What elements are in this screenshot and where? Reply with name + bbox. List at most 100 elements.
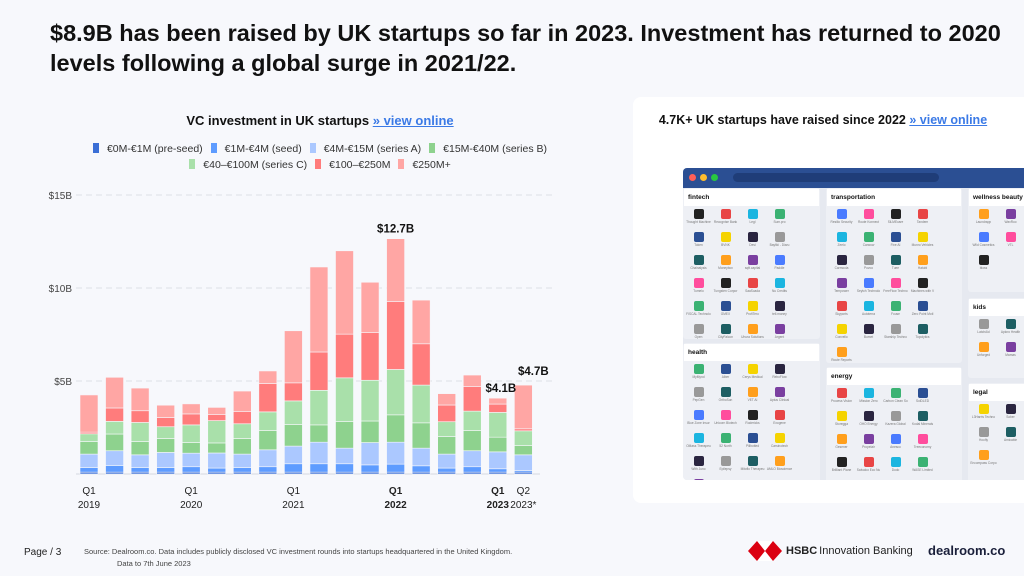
company-tile[interactable]: Rodericks <box>739 410 766 433</box>
company-tile[interactable]: VTL <box>997 232 1024 255</box>
company-tile[interactable]: Blue Zone Insur <box>685 410 712 433</box>
company-tile[interactable]: Chainalysis <box>685 255 712 278</box>
company-tile[interactable]: Process Vision <box>828 388 855 411</box>
company-tile[interactable]: FISCAL Technolo <box>685 301 712 324</box>
company-tile[interactable]: Tuee <box>882 255 909 278</box>
company-tile[interactable]: Epsentox <box>685 479 712 480</box>
company-tile[interactable]: Aptus Clinical <box>766 387 793 410</box>
company-tile[interactable]: ReboFlow <box>766 364 793 387</box>
company-tile[interactable]: Tempower <box>828 278 855 301</box>
company-tile[interactable]: Tandem <box>909 209 936 232</box>
company-tile[interactable]: Storegga <box>828 411 855 434</box>
company-tile[interactable]: bloss <box>970 255 997 278</box>
company-tile[interactable]: Tumelo <box>685 278 712 301</box>
company-tile[interactable]: Resilio Security <box>828 209 855 232</box>
company-tile[interactable]: Laundrapp <box>970 209 997 232</box>
company-tile[interactable]: With Juno <box>685 456 712 479</box>
company-tile[interactable]: Desi <box>739 232 766 255</box>
company-tile[interactable]: tell.money <box>766 301 793 324</box>
company-tile[interactable]: Encompass Corpo <box>970 450 997 473</box>
company-tile[interactable]: Exogene <box>766 410 793 433</box>
company-tile[interactable]: Paddle <box>766 255 793 278</box>
company-tile[interactable]: LatchAid <box>970 319 997 342</box>
company-tile[interactable]: Brilliant Plane <box>828 457 855 480</box>
company-tile[interactable]: Hoofly <box>970 427 997 450</box>
company-tile[interactable]: Route Reports <box>828 347 855 363</box>
company-tile[interactable]: Carsinotech <box>766 433 793 456</box>
company-tile[interactable]: Open <box>685 324 712 339</box>
company-tile[interactable]: CityFalcon <box>712 324 739 339</box>
company-tile[interactable]: Legl <box>739 209 766 232</box>
company-tile[interactable]: Argent <box>766 324 793 339</box>
company-tile[interactable]: WASE Limited <box>909 457 936 480</box>
company-tile[interactable]: VET AI <box>739 387 766 410</box>
company-tile[interactable]: Propelair <box>855 434 882 457</box>
company-tile[interactable]: Kodal Minerals <box>909 411 936 434</box>
startups-view-online-link[interactable]: » view online <box>909 113 988 127</box>
company-tile[interactable]: Treeconomy <box>909 434 936 457</box>
company-tile[interactable]: Autoterra <box>855 301 882 324</box>
company-tile[interactable]: L3Harris Techno <box>970 404 997 427</box>
company-tile[interactable]: GMEX <box>712 301 739 324</box>
company-tile[interactable]: Dodo <box>882 457 909 480</box>
company-tile[interactable]: Route Konnect <box>855 209 882 232</box>
company-tile[interactable]: ProfiTero <box>739 301 766 324</box>
company-tile[interactable]: sqft.capital <box>739 255 766 278</box>
company-tile[interactable]: Skyports <box>828 301 855 324</box>
company-tile[interactable]: Hatubi <box>909 255 936 278</box>
view-online-link[interactable]: » view online <box>372 113 454 128</box>
company-tile[interactable]: Carwow <box>855 232 882 255</box>
company-tile[interactable]: BVNK <box>712 232 739 255</box>
company-tile[interactable]: Thought Machine <box>685 209 712 232</box>
company-tile[interactable]: Nu Credits <box>766 278 793 301</box>
company-tile[interactable]: Amicable <box>997 427 1024 450</box>
company-tile[interactable]: Bumet <box>855 324 882 347</box>
company-tile[interactable]: Recognise Bank <box>712 209 739 232</box>
company-tile[interactable]: Kazera Global <box>882 411 909 434</box>
company-tile[interactable]: Anesco <box>882 434 909 457</box>
company-tile[interactable]: WaxRoo <box>997 209 1024 232</box>
company-tile[interactable]: FreeFlow Techno <box>882 278 909 301</box>
company-tile[interactable]: Fouse <box>882 301 909 324</box>
company-tile[interactable]: Moneybox <box>712 255 739 278</box>
company-tile[interactable]: Salvalco Eco Nu <box>855 457 882 480</box>
company-tile[interactable]: Carmoola <box>828 255 855 278</box>
company-tile[interactable]: Pillbotted <box>739 433 766 456</box>
company-tile[interactable]: Seytch Technolo <box>855 278 882 301</box>
company-tile[interactable]: Gesener <box>828 434 855 457</box>
company-tile[interactable]: Epilepsy <box>712 456 739 479</box>
company-tile[interactable]: Zero Point Motl <box>909 301 936 324</box>
company-tile[interactable]: Cerys Medical <box>739 364 766 387</box>
company-tile[interactable]: Wild Cosmetics <box>970 232 997 255</box>
company-tile[interactable]: Topolytics <box>909 324 936 347</box>
company-tile[interactable]: Povoo <box>855 255 882 278</box>
company-tile[interactable]: Sober <box>997 404 1024 427</box>
company-tile[interactable]: 52 North <box>712 433 739 456</box>
company-tile[interactable]: Token <box>685 232 712 255</box>
company-tile[interactable]: PepGen <box>685 387 712 410</box>
company-tile[interactable]: Alber <box>712 364 739 387</box>
company-tile[interactable]: OrthoSon <box>712 387 739 410</box>
company-tile[interactable]: Munro Vehicles <box>909 232 936 255</box>
company-tile[interactable]: SolDLED <box>909 388 936 411</box>
company-tile[interactable]: Uhura Solutions <box>739 324 766 339</box>
company-tile[interactable]: Mitoflo Therapeu <box>739 456 766 479</box>
company-tile[interactable]: Tungsten Corpor <box>712 278 739 301</box>
company-tile[interactable]: Aploro Health <box>997 319 1024 342</box>
company-tile[interactable]: SiLMEcare <box>882 209 909 232</box>
company-tile[interactable]: Five AI <box>882 232 909 255</box>
company-tile[interactable]: Mamas <box>997 342 1024 365</box>
company-tile[interactable]: Zeelo <box>828 232 855 255</box>
company-tile[interactable]: Sum.pro <box>766 209 793 232</box>
company-tile[interactable]: Mission Zero <box>855 388 882 411</box>
company-tile[interactable]: MyMynd <box>685 364 712 387</box>
company-tile[interactable]: OMass Therapeu <box>685 433 712 456</box>
company-tile[interactable]: Convello <box>828 324 855 347</box>
company-tile[interactable]: Bayfiki - Diaru <box>766 232 793 255</box>
company-tile[interactable]: OHO Energy <box>855 411 882 434</box>
company-tile[interactable]: Machines with V <box>909 278 936 301</box>
company-tile[interactable]: Unforged <box>970 342 997 365</box>
company-tile[interactable]: AMLO Bioscience <box>766 456 793 479</box>
company-tile[interactable]: Unicorn Biotech <box>712 410 739 433</box>
company-tile[interactable]: Starship Techno <box>882 324 909 347</box>
